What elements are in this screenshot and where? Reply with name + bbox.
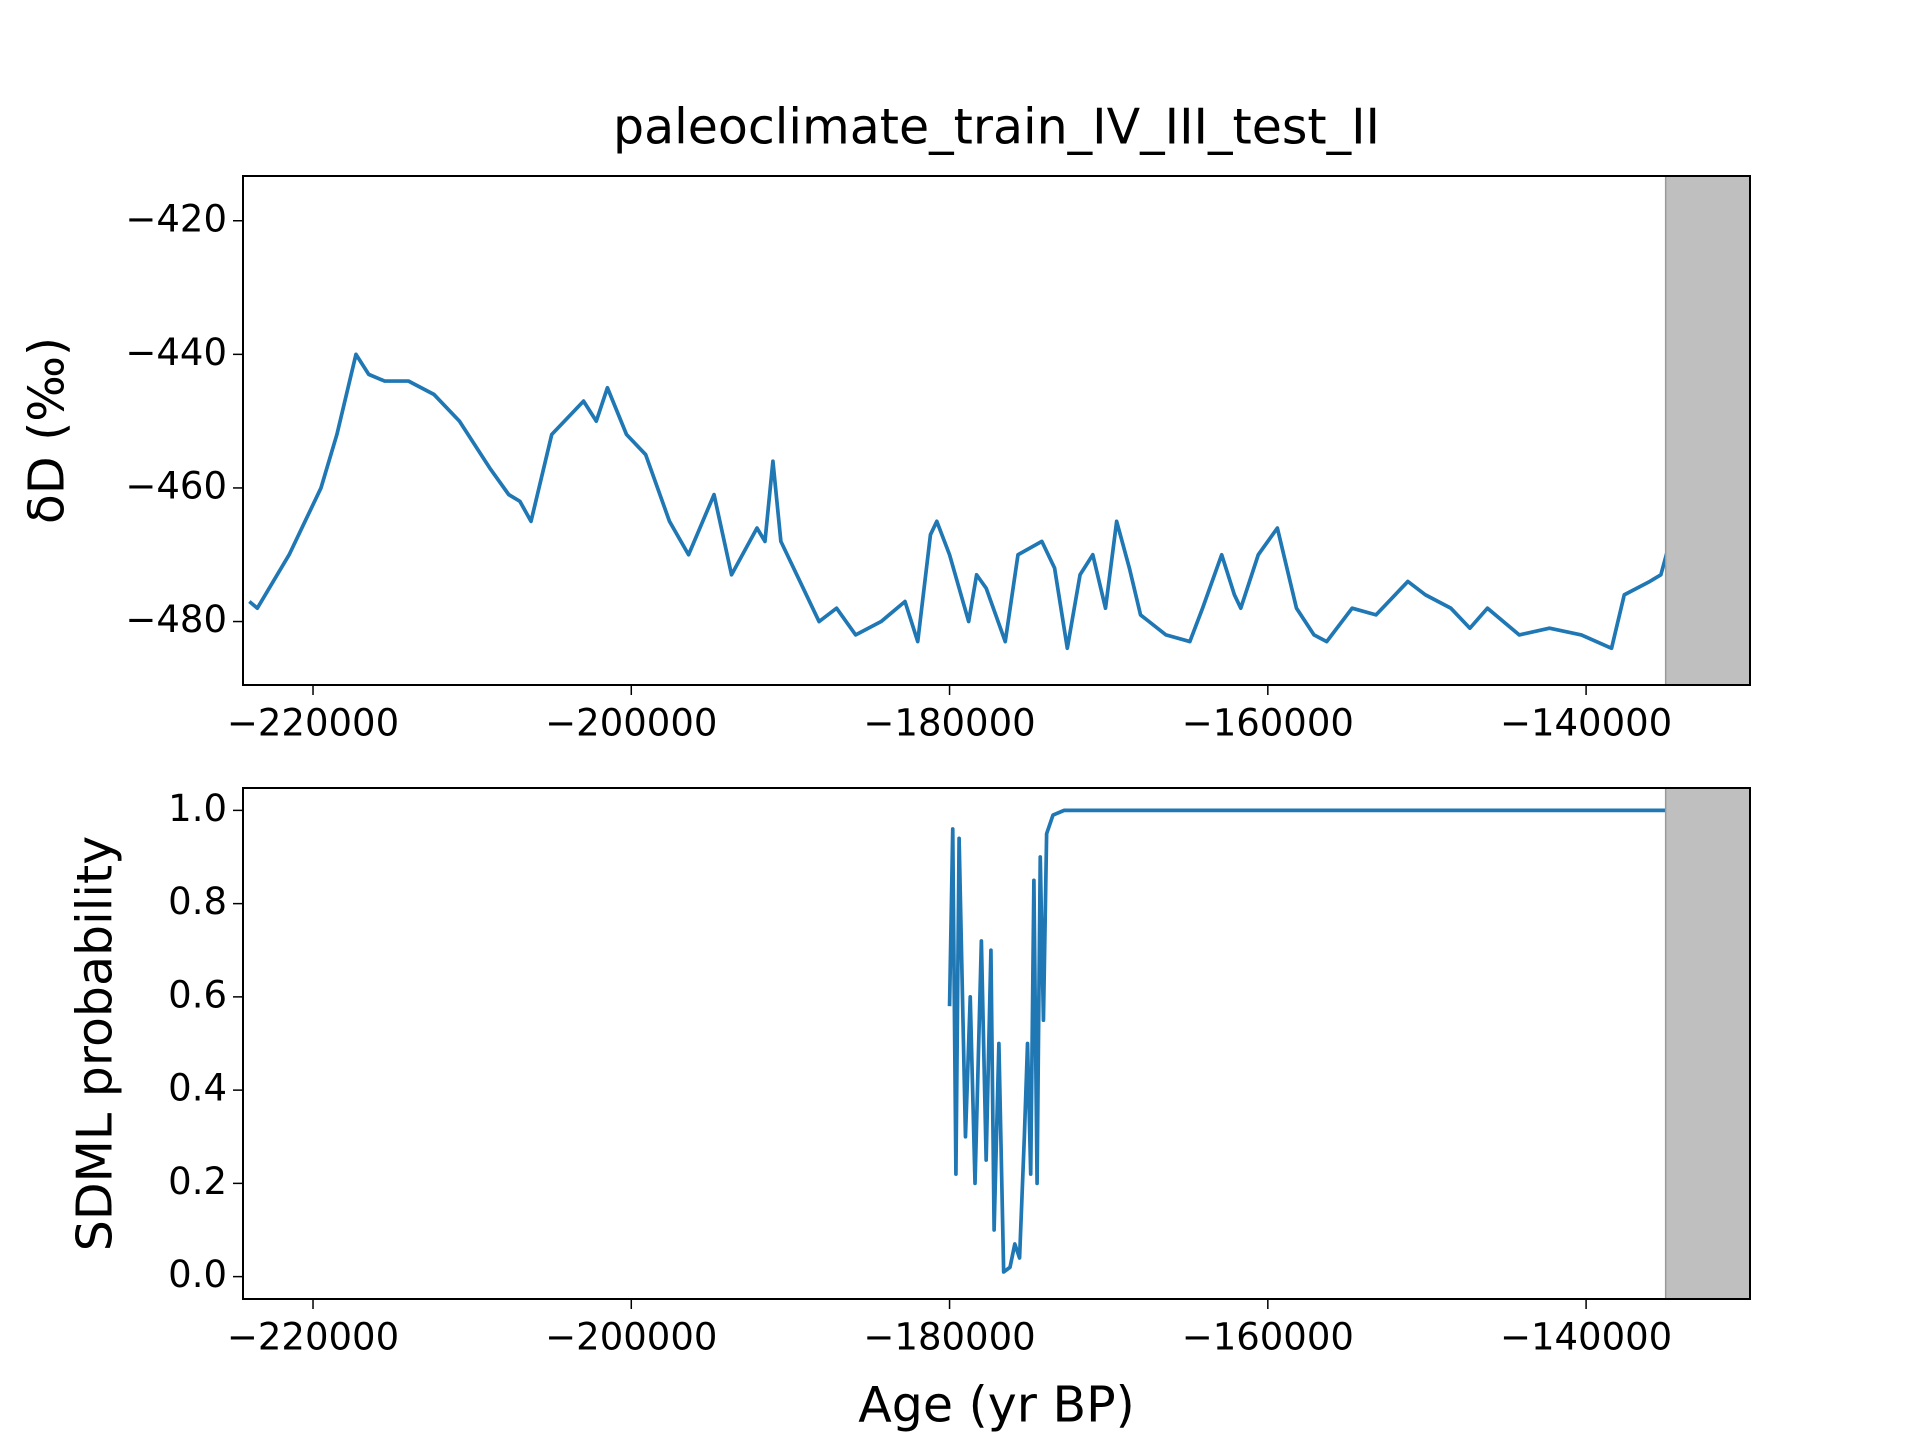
x-tick-label: −200000: [545, 1316, 717, 1359]
shaded-region: [1664, 175, 1751, 686]
shaded-region: [1664, 787, 1751, 1300]
data-line: [947, 808, 1666, 1274]
y-tick-label: 0.6: [168, 973, 227, 1016]
y-tick-label: −440: [125, 331, 227, 374]
y-tick-label: −480: [125, 598, 227, 641]
x-tick-label: −180000: [863, 1316, 1035, 1359]
x-tick-label: −160000: [1182, 702, 1354, 745]
axes-frame: [242, 175, 1751, 686]
y-axis-label: δD (‰): [19, 337, 76, 524]
x-tick-label: −200000: [545, 702, 717, 745]
y-tick-label: −460: [125, 464, 227, 507]
y-tick-label: 0.8: [168, 880, 227, 923]
x-axis-label: Age (yr BP): [858, 1377, 1134, 1434]
y-tick-label: 0.2: [168, 1160, 227, 1203]
x-tick-label: −180000: [863, 702, 1035, 745]
y-tick-label: −420: [125, 197, 227, 240]
x-tick-label: −140000: [1500, 702, 1672, 745]
x-tick-label: −140000: [1500, 1316, 1672, 1359]
y-axis-label: SDML probability: [67, 836, 124, 1251]
y-tick-label: 0.4: [168, 1067, 227, 1110]
x-tick-label: −220000: [227, 702, 399, 745]
data-line: [248, 233, 1748, 651]
y-tick-label: 1.0: [168, 787, 227, 830]
axes-frame: [242, 787, 1751, 1300]
chart-title: paleoclimate_train_IV_III_test_II: [613, 99, 1380, 156]
x-tick-label: −160000: [1182, 1316, 1354, 1359]
x-tick-label: −220000: [227, 1316, 399, 1359]
y-tick-label: 0.0: [168, 1253, 227, 1296]
